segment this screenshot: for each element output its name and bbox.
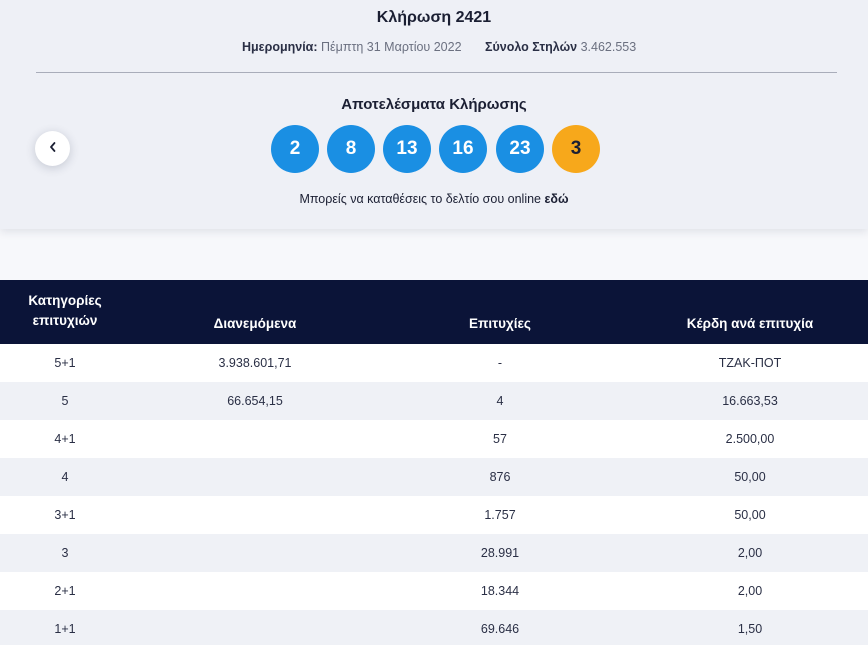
cell-distributed — [180, 458, 330, 496]
online-note-text: Μπορείς να καταθέσεις το δελτίο σου onli… — [299, 192, 545, 206]
cell-winners: 57 — [493, 432, 507, 446]
draw-title: Κλήρωση 2421 — [376, 9, 492, 26]
cell-prize: 50,00 — [734, 470, 766, 484]
draw-date-value: Πέμπτη 31 Μαρτίου 2022 — [321, 40, 462, 54]
draw-date: Ημερομηνία: Πέμπτη 31 Μαρτίου 2022 — [242, 40, 462, 54]
cell-winners: 18.344 — [480, 584, 520, 598]
results-table-header: Κατηγορίες επιτυχιών Διανεμόμενα Επιτυχί… — [0, 280, 868, 344]
draw-date-label: Ημερομηνία: — [242, 40, 318, 54]
drawn-number-ball: 23 — [496, 125, 544, 173]
cell-prize: 2,00 — [737, 584, 763, 598]
divider — [36, 72, 837, 73]
cell-distributed — [180, 496, 330, 534]
cell-winners: 876 — [489, 470, 511, 484]
cell-distributed — [180, 534, 330, 572]
joker-number-ball: 3 — [552, 125, 600, 173]
drawn-number-ball: 8 — [327, 125, 375, 173]
results-heading: Αποτελέσματα Κλήρωσης — [341, 96, 527, 113]
table-row: 5 66.654,15 4 16.663,53 — [0, 382, 868, 420]
header-prize-per-winner: Κέρδη ανά επιτυχία — [686, 316, 814, 331]
table-row: 3+1 1.757 50,00 — [0, 496, 868, 534]
cell-category: 3+1 — [54, 508, 76, 522]
table-row: 4 876 50,00 — [0, 458, 868, 496]
cell-distributed: 66.654,15 — [227, 394, 283, 408]
drawn-number-ball: 2 — [271, 125, 319, 173]
draw-summary-panel: Κλήρωση 2421 Ημερομηνία: Πέμπτη 31 Μαρτί… — [0, 0, 868, 229]
cell-winners: 4 — [496, 394, 504, 408]
draw-total-value: 3.462.553 — [580, 40, 637, 54]
cell-category: 2+1 — [54, 584, 76, 598]
table-row: 3 28.991 2,00 — [0, 534, 868, 572]
online-note-link[interactable]: εδώ — [544, 192, 569, 206]
online-note: Μπορείς να καταθέσεις το δελτίο σου onli… — [0, 192, 868, 206]
cell-distributed: 3.938.601,71 — [218, 356, 292, 370]
table-row: 2+1 18.344 2,00 — [0, 572, 868, 610]
cell-prize: 2.500,00 — [725, 432, 775, 446]
cell-prize: 2,00 — [737, 546, 763, 560]
cell-winners: 1.757 — [484, 508, 516, 522]
header-category: Κατηγορίες επιτυχιών — [0, 291, 130, 331]
cell-prize: 1,50 — [737, 622, 763, 636]
cell-distributed — [180, 572, 330, 610]
header-distributed: Διανεμόμενα — [213, 316, 297, 331]
cell-prize: ΤΖΑΚ-ΠΟΤ — [718, 356, 782, 370]
table-row: 5+1 3.938.601,71 - ΤΖΑΚ-ΠΟΤ — [0, 344, 868, 382]
draw-total: Σύνολο Στηλών 3.462.553 — [485, 40, 636, 54]
cell-winners: 28.991 — [480, 546, 520, 560]
chevron-left-icon — [48, 140, 58, 158]
cell-prize: 50,00 — [734, 508, 766, 522]
table-row: 1+1 69.646 1,50 — [0, 610, 868, 645]
header-category-line1: Κατηγορίες — [28, 293, 102, 308]
drawn-number-ball: 16 — [439, 125, 487, 173]
header-winners: Επιτυχίες — [469, 316, 531, 331]
header-category-line2: επιτυχιών — [32, 313, 98, 328]
cell-distributed — [180, 610, 330, 645]
cell-category: 5 — [61, 394, 69, 408]
cell-winners: - — [497, 356, 503, 370]
cell-category: 4+1 — [54, 432, 76, 446]
draw-total-label: Σύνολο Στηλών — [485, 40, 578, 54]
cell-category: 4 — [61, 470, 69, 484]
cell-winners: 69.646 — [480, 622, 520, 636]
drawn-number-ball: 13 — [383, 125, 431, 173]
cell-prize: 16.663,53 — [722, 394, 778, 408]
previous-draw-button[interactable] — [35, 131, 70, 166]
cell-category: 3 — [61, 546, 69, 560]
table-row: 4+1 57 2.500,00 — [0, 420, 868, 458]
cell-category: 1+1 — [54, 622, 76, 636]
cell-distributed — [180, 420, 330, 458]
cell-category: 5+1 — [54, 356, 76, 370]
